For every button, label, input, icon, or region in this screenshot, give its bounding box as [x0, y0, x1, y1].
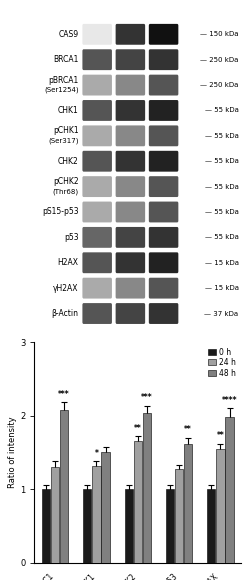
Bar: [124, 489, 133, 563]
FancyBboxPatch shape: [116, 24, 145, 45]
Text: **: **: [134, 423, 142, 433]
Text: — 15 kDa: — 15 kDa: [205, 260, 239, 266]
Text: — 55 kDa: — 55 kDa: [205, 133, 239, 139]
Bar: [207, 489, 215, 563]
Legend: 0 h, 24 h, 48 h: 0 h, 24 h, 48 h: [207, 346, 237, 379]
Text: *: *: [94, 448, 98, 458]
FancyBboxPatch shape: [82, 278, 112, 299]
Text: — 250 kDa: — 250 kDa: [200, 82, 239, 88]
Bar: [51, 467, 59, 563]
FancyBboxPatch shape: [116, 75, 145, 96]
FancyBboxPatch shape: [116, 100, 145, 121]
Text: ***: ***: [141, 393, 153, 403]
Text: — 55 kDa: — 55 kDa: [205, 184, 239, 190]
FancyBboxPatch shape: [116, 176, 145, 197]
FancyBboxPatch shape: [149, 151, 178, 172]
FancyBboxPatch shape: [82, 75, 112, 96]
FancyBboxPatch shape: [116, 278, 145, 299]
FancyBboxPatch shape: [149, 278, 178, 299]
Text: (Ser1254): (Ser1254): [44, 87, 79, 93]
FancyBboxPatch shape: [149, 303, 178, 324]
Text: — 55 kDa: — 55 kDa: [205, 209, 239, 215]
Text: pBRCA1: pBRCA1: [48, 75, 79, 85]
Text: **: **: [184, 425, 192, 434]
Bar: [42, 489, 50, 563]
FancyBboxPatch shape: [82, 24, 112, 45]
Text: BRCA1: BRCA1: [53, 55, 79, 64]
Bar: [92, 466, 101, 563]
Text: — 37 kDa: — 37 kDa: [204, 310, 239, 317]
Text: pCHK1: pCHK1: [53, 126, 79, 135]
Text: γH2AX: γH2AX: [53, 284, 79, 293]
Text: H2AX: H2AX: [58, 258, 79, 267]
FancyBboxPatch shape: [116, 227, 145, 248]
Text: β-Actin: β-Actin: [52, 309, 79, 318]
FancyBboxPatch shape: [116, 125, 145, 146]
FancyBboxPatch shape: [116, 202, 145, 222]
Text: (Ser317): (Ser317): [48, 137, 79, 144]
Text: — 150 kDa: — 150 kDa: [200, 31, 239, 37]
Bar: [216, 449, 225, 563]
FancyBboxPatch shape: [82, 100, 112, 121]
FancyBboxPatch shape: [149, 100, 178, 121]
FancyBboxPatch shape: [82, 252, 112, 273]
FancyBboxPatch shape: [82, 151, 112, 172]
FancyBboxPatch shape: [149, 49, 178, 70]
Text: (Thr68): (Thr68): [53, 188, 79, 195]
Text: pS15-p53: pS15-p53: [42, 208, 79, 216]
Text: — 55 kDa: — 55 kDa: [205, 158, 239, 164]
Text: CHK1: CHK1: [58, 106, 79, 115]
Text: — 55 kDa: — 55 kDa: [205, 107, 239, 114]
FancyBboxPatch shape: [116, 303, 145, 324]
Bar: [166, 489, 174, 563]
Bar: [101, 452, 110, 563]
Text: **: **: [216, 431, 224, 440]
FancyBboxPatch shape: [149, 176, 178, 197]
FancyBboxPatch shape: [116, 252, 145, 273]
FancyBboxPatch shape: [82, 125, 112, 146]
Text: p53: p53: [64, 233, 79, 242]
FancyBboxPatch shape: [82, 227, 112, 248]
Text: CAS9: CAS9: [59, 30, 79, 39]
Y-axis label: Ratio of intensity: Ratio of intensity: [8, 416, 17, 488]
FancyBboxPatch shape: [149, 75, 178, 96]
FancyBboxPatch shape: [116, 49, 145, 70]
Text: ***: ***: [58, 390, 70, 399]
Text: ****: ****: [222, 396, 237, 405]
FancyBboxPatch shape: [116, 151, 145, 172]
FancyBboxPatch shape: [149, 202, 178, 222]
Text: pCHK2: pCHK2: [53, 177, 79, 186]
FancyBboxPatch shape: [82, 202, 112, 222]
Bar: [60, 410, 68, 563]
Bar: [175, 469, 183, 563]
FancyBboxPatch shape: [149, 252, 178, 273]
FancyBboxPatch shape: [149, 227, 178, 248]
Bar: [184, 444, 192, 563]
FancyBboxPatch shape: [82, 303, 112, 324]
Text: — 15 kDa: — 15 kDa: [205, 285, 239, 291]
Text: — 250 kDa: — 250 kDa: [200, 57, 239, 63]
Bar: [225, 417, 234, 563]
FancyBboxPatch shape: [149, 125, 178, 146]
FancyBboxPatch shape: [82, 176, 112, 197]
FancyBboxPatch shape: [149, 24, 178, 45]
Bar: [134, 441, 142, 563]
Bar: [143, 414, 151, 563]
Text: CHK2: CHK2: [58, 157, 79, 166]
Bar: [83, 489, 92, 563]
Text: — 55 kDa: — 55 kDa: [205, 234, 239, 240]
FancyBboxPatch shape: [82, 49, 112, 70]
